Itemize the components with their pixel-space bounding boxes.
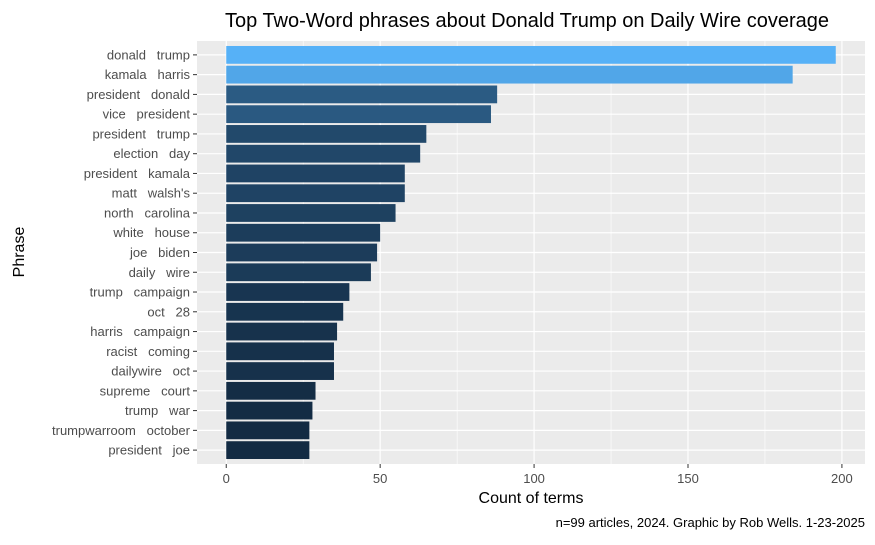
y-tick-label: kamala harris	[105, 67, 191, 82]
y-tick-label: president donald	[87, 87, 190, 102]
bar	[226, 302, 344, 321]
bars	[226, 45, 836, 460]
bar	[226, 223, 381, 242]
y-tick-label: president kamala	[84, 166, 191, 181]
y-tick-label: election day	[113, 146, 190, 161]
bar	[226, 381, 316, 400]
bar	[226, 125, 427, 143]
bar	[226, 144, 421, 163]
bar	[226, 283, 350, 301]
x-tick-label: 0	[223, 471, 230, 486]
y-tick-label: donald trump	[107, 47, 190, 62]
y-tick-label: matt walsh's	[112, 186, 191, 201]
y-axis-title: Phrase	[11, 227, 28, 278]
y-tick-label: trump war	[125, 403, 191, 418]
y-tick-label: harris campaign	[90, 324, 190, 339]
bar	[226, 401, 313, 420]
y-tick-label: vice president	[103, 107, 191, 122]
bar	[226, 45, 836, 64]
y-tick-label: daily wire	[129, 265, 190, 280]
bar	[226, 441, 310, 460]
y-tick-label: dailywire oct	[111, 364, 190, 379]
y-tick-label: racist coming	[106, 344, 190, 359]
y-tick-label: trumpwarroom october	[52, 423, 191, 438]
chart-title: Top Two-Word phrases about Donald Trump …	[225, 10, 829, 32]
bar	[226, 421, 310, 440]
chart-caption: n=99 articles, 2024. Graphic by Rob Well…	[556, 515, 865, 530]
x-tick-label: 100	[523, 471, 545, 486]
y-tick-label: trump campaign	[90, 285, 190, 300]
bar	[226, 362, 334, 380]
y-tick-label: white house	[112, 225, 190, 240]
bar	[226, 243, 378, 262]
bar	[226, 184, 405, 203]
bar	[226, 164, 405, 183]
y-tick-label: president joe	[108, 443, 190, 458]
x-axis-ticks: 0 50 100 150 200	[223, 464, 853, 486]
y-tick-label: oct 28	[147, 304, 190, 319]
x-tick-label: 50	[373, 471, 387, 486]
bar	[226, 204, 396, 222]
bar	[226, 263, 371, 282]
bar	[226, 85, 498, 104]
y-tick-label: president trump	[92, 126, 190, 141]
y-tick-label: joe biden	[129, 245, 190, 260]
y-tick-label: north carolina	[104, 205, 191, 220]
bar	[226, 342, 334, 361]
x-axis-title: Count of terms	[479, 490, 584, 507]
bar	[226, 105, 491, 124]
bar	[226, 322, 338, 341]
y-tick-label: supreme court	[100, 383, 191, 398]
y-axis-ticks: donald trump kamala harris president donal…	[52, 47, 197, 458]
bar	[226, 65, 793, 84]
x-tick-label: 150	[677, 471, 699, 486]
x-tick-label: 200	[831, 471, 853, 486]
